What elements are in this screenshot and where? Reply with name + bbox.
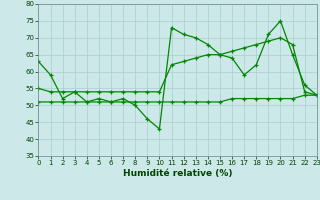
X-axis label: Humidité relative (%): Humidité relative (%) <box>123 169 232 178</box>
